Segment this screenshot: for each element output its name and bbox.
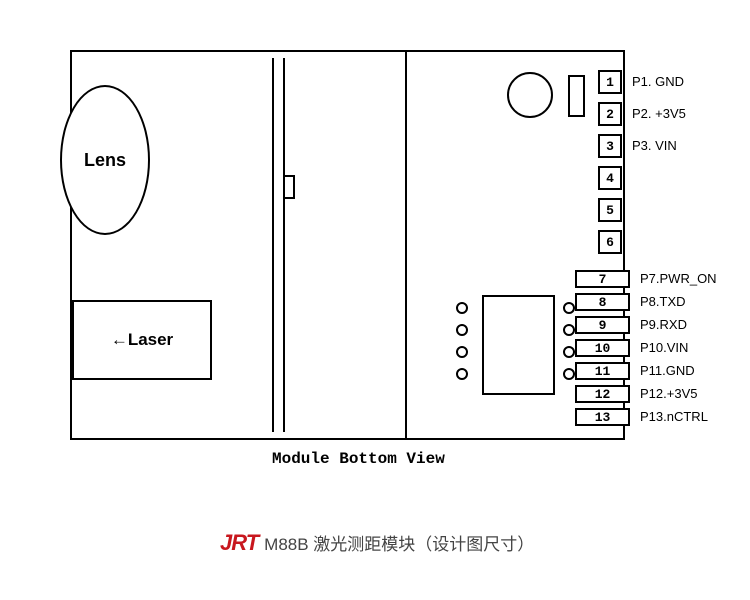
pin-box-6: 6 [598,230,622,254]
pin-box-8: 8 [575,293,630,311]
pin-box-5: 5 [598,198,622,222]
pin-label-7: P7.PWR_ON [640,271,717,286]
footer-text: M88B 激光测距模块（设计图尺寸） [264,530,534,555]
ic-chip [482,295,555,395]
pin-label-11: P11.GND [640,363,695,378]
pin-label-12: P12.+3V5 [640,386,697,401]
laser-box: ←Laser [72,300,212,380]
pin-box-2: 2 [598,102,622,126]
pin-box-13: 13 [575,408,630,426]
footer: JRT M88B 激光测距模块（设计图尺寸） [220,530,534,556]
center-line-left [272,58,274,432]
pin-label-13: P13.nCTRL [640,409,708,424]
ic-pin [563,368,575,380]
pin-box-7: 7 [575,270,630,288]
ic-pin [563,346,575,358]
pin-box-4: 4 [598,166,622,190]
pin-label-9: P9.RXD [640,317,687,332]
ic-pin [456,302,468,314]
round-feature [507,72,553,118]
ic-pin [456,368,468,380]
pin-box-1: 1 [598,70,622,94]
module-divider [405,50,407,440]
ic-pin [563,324,575,336]
ic-pin [456,324,468,336]
jrt-logo: JRT [220,530,258,556]
pin-box-11: 11 [575,362,630,380]
diagram-canvas: Lens ←Laser 1 P1. GND 2 P2. +3V5 3 P3. VIN 4 5 6… [0,0,750,600]
laser-label: ←Laser [111,330,173,350]
pin-label-3: P3. VIN [632,138,677,153]
ic-pin [456,346,468,358]
pin-label-2: P2. +3V5 [632,106,686,121]
ic-pin [563,302,575,314]
pin-box-3: 3 [598,134,622,158]
pin-label-10: P10.VIN [640,340,688,355]
pin-label-8: P8.TXD [640,294,686,309]
pin-label-1: P1. GND [632,74,684,89]
lens-shape: Lens [60,85,150,235]
bottom-caption: Module Bottom View [272,450,445,468]
pin-box-9: 9 [575,316,630,334]
pin-box-10: 10 [575,339,630,357]
center-bump [283,175,295,199]
pin-box-12: 12 [575,385,630,403]
lens-label: Lens [84,150,126,171]
center-line-right [283,58,285,432]
top-right-rect [568,75,585,117]
